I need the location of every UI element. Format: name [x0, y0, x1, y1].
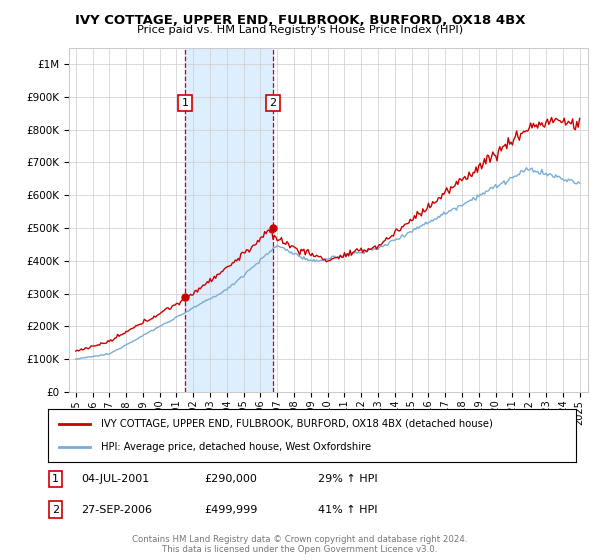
Text: £290,000: £290,000 — [204, 474, 257, 484]
Text: 1: 1 — [52, 474, 59, 484]
Text: £499,999: £499,999 — [204, 505, 257, 515]
Text: HPI: Average price, detached house, West Oxfordshire: HPI: Average price, detached house, West… — [101, 442, 371, 452]
Text: 04-JUL-2001: 04-JUL-2001 — [81, 474, 149, 484]
Bar — [185, 48, 273, 392]
Text: 29% ↑ HPI: 29% ↑ HPI — [318, 474, 377, 484]
Text: 27-SEP-2006: 27-SEP-2006 — [81, 505, 152, 515]
Text: 2: 2 — [269, 99, 277, 109]
Text: IVY COTTAGE, UPPER END, FULBROOK, BURFORD, OX18 4BX: IVY COTTAGE, UPPER END, FULBROOK, BURFOR… — [75, 14, 525, 27]
Text: 41% ↑ HPI: 41% ↑ HPI — [318, 505, 377, 515]
Text: 1: 1 — [181, 99, 188, 109]
Text: Price paid vs. HM Land Registry's House Price Index (HPI): Price paid vs. HM Land Registry's House … — [137, 25, 463, 35]
Text: IVY COTTAGE, UPPER END, FULBROOK, BURFORD, OX18 4BX (detached house): IVY COTTAGE, UPPER END, FULBROOK, BURFOR… — [101, 419, 493, 429]
Text: Contains HM Land Registry data © Crown copyright and database right 2024.
This d: Contains HM Land Registry data © Crown c… — [132, 535, 468, 554]
Text: 2: 2 — [52, 505, 59, 515]
